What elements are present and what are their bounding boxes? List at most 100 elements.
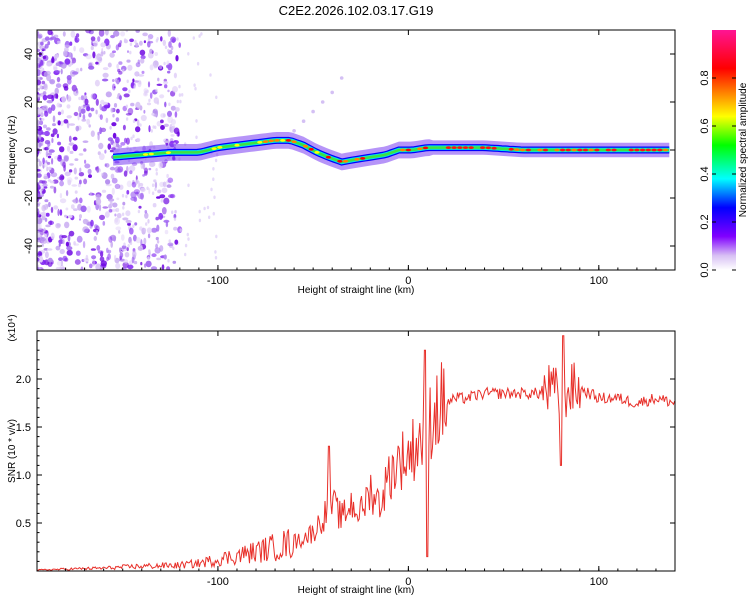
speckle-mark <box>137 180 140 185</box>
speckle-mark <box>138 205 142 209</box>
ridge-hotspot <box>217 146 223 149</box>
speckle-mark <box>44 36 50 41</box>
speckle-mark <box>126 59 131 63</box>
speckle-mark <box>55 266 63 270</box>
speckle-mark <box>160 125 165 130</box>
speckle-mark <box>156 240 160 244</box>
y-tick-label: 1.5 <box>16 422 31 434</box>
speckle-mark <box>43 227 46 233</box>
speckle-mark <box>56 223 61 227</box>
speckle-mark <box>172 260 177 264</box>
speckle-mark <box>173 214 177 219</box>
ridge-hotspot <box>662 148 669 152</box>
snr-ylabel: SNR (10 * v/v) <box>7 419 18 483</box>
speckle-mark <box>127 264 134 270</box>
speckle-mark <box>125 104 128 109</box>
speckle-mark <box>157 189 162 194</box>
snr-panel: -100 0 100 0.5 1.0 1.5 2.0 Height of straight … <box>7 314 676 596</box>
speckle-mark <box>151 112 155 116</box>
speckle-mark <box>83 148 87 152</box>
speckle-mark <box>135 237 141 244</box>
speckle-mark <box>64 44 70 49</box>
speckle-mark <box>37 125 40 130</box>
speckle-mark <box>121 212 125 217</box>
speckle-mark <box>46 204 49 208</box>
speckle-mark <box>59 176 62 181</box>
speckle-mark <box>109 125 112 130</box>
speckle-mark <box>116 213 122 219</box>
speckle-mark <box>80 108 86 114</box>
speckle-mark <box>162 181 167 188</box>
speckle-mark <box>45 160 48 164</box>
speckle-mark <box>149 92 153 99</box>
speckle-mark <box>37 203 40 207</box>
speckle-mark <box>42 162 45 169</box>
speckle-mark <box>99 214 105 221</box>
speckle-mark <box>68 230 75 237</box>
speckle-mark <box>151 183 155 187</box>
speckle-mark <box>148 188 151 195</box>
speckle-mark <box>37 173 42 178</box>
speckle-mark <box>155 243 159 249</box>
speckle-mark <box>108 204 113 209</box>
speckle-mark <box>55 245 61 251</box>
speckle-mark <box>145 222 148 226</box>
speckle-mark <box>66 115 72 119</box>
speckle-mark <box>143 228 147 232</box>
speckle-mark <box>55 70 61 73</box>
y-tick-label: 2.0 <box>16 374 31 386</box>
speckle-mark <box>55 62 60 66</box>
speckle-mark <box>53 205 59 210</box>
speckle-mark <box>49 180 55 184</box>
x-tick-label: -100 <box>207 275 229 287</box>
speckle-mark <box>119 252 124 259</box>
speckle-mark <box>38 160 42 167</box>
speckle-mark <box>48 201 51 208</box>
hook-mark <box>292 129 296 133</box>
hook-mark <box>330 90 335 95</box>
speckle-mark <box>44 199 49 203</box>
speckle-mark <box>69 123 75 126</box>
speckle-mark <box>195 119 198 123</box>
speckle-mark <box>116 108 120 114</box>
speckle-mark <box>64 40 70 49</box>
speckle-mark <box>37 57 41 64</box>
speckle-mark <box>74 158 79 162</box>
speckle-mark <box>84 163 91 169</box>
speckle-mark <box>136 137 141 143</box>
speckle-mark <box>90 45 94 51</box>
ridge-hotspot <box>148 152 154 156</box>
speckle-mark <box>109 149 114 153</box>
speckle-mark <box>68 169 73 173</box>
speckle-mark <box>37 63 41 69</box>
speckle-mark <box>164 84 168 89</box>
speckle-mark <box>130 191 137 199</box>
speckle-mark <box>78 172 85 177</box>
speckle-mark <box>37 87 41 91</box>
speckle-mark <box>215 95 218 100</box>
speckle-mark <box>55 223 61 229</box>
speckle-mark <box>66 246 73 251</box>
speckle-mark <box>146 102 152 106</box>
speckle-mark <box>161 187 168 194</box>
colorbar: 0.0 0.2 0.4 0.6 0.8 Normalized spectral ampl… <box>699 30 749 278</box>
speckle-mark <box>98 153 105 161</box>
speckle-mark <box>98 142 104 150</box>
speckle-mark <box>41 80 46 85</box>
speckle-mark <box>147 52 154 59</box>
speckle-mark <box>59 61 64 65</box>
speckle-mark <box>53 66 58 71</box>
speckle-mark <box>37 183 41 191</box>
speckle-mark <box>69 41 73 46</box>
speckle-mark <box>132 250 137 258</box>
snr-series-line <box>37 335 675 571</box>
speckle-mark <box>136 191 139 197</box>
speckle-mark <box>59 264 65 270</box>
speckle-mark <box>46 74 52 82</box>
speckle-mark <box>59 180 64 187</box>
speckle-mark <box>146 227 152 234</box>
speckle-mark <box>85 54 92 60</box>
speckle-mark <box>71 184 78 187</box>
speckle-mark <box>57 208 60 216</box>
speckle-mark <box>44 251 49 259</box>
